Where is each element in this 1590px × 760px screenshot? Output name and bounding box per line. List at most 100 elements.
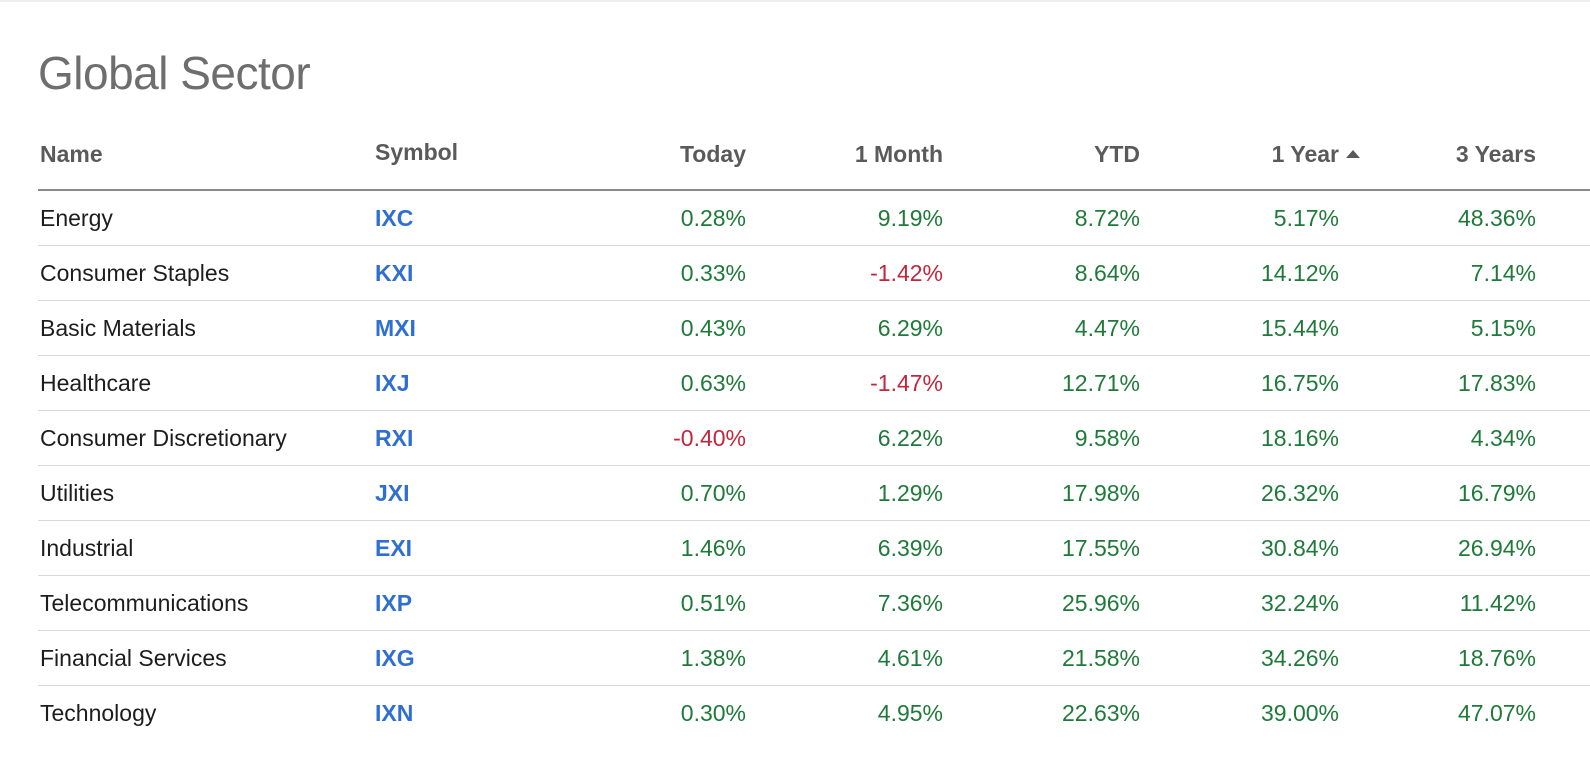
cell-1-month: 9.19% (795, 191, 943, 245)
sector-name: Consumer Discretionary (40, 424, 287, 451)
cell-ytd: 8.64% (992, 246, 1140, 300)
cell-3-years: 11.42% (1386, 576, 1536, 630)
cell-today: 1.46% (598, 521, 746, 575)
symbol-link[interactable]: RXI (375, 424, 414, 451)
sector-name: Technology (40, 699, 157, 726)
column-header-ytd[interactable]: YTD (1094, 141, 1140, 167)
percent-change-value: 9.19% (877, 204, 943, 231)
sector-name: Financial Services (40, 644, 227, 671)
cell-ytd: 4.47% (992, 301, 1140, 355)
cell-symbol: IXG (375, 631, 525, 685)
column-header-1-year-label: 1 Year (1271, 141, 1339, 167)
table-row: Utilities JXI 0.70% 1.29% 17.98% 26.32% 16.79% (38, 466, 1590, 521)
percent-change-value: 0.28% (680, 204, 746, 231)
percent-change-value: 17.55% (1061, 534, 1140, 561)
column-header-name[interactable]: Name (40, 141, 103, 167)
percent-change-value: 32.24% (1260, 589, 1339, 616)
cell-1-year: 18.16% (1189, 411, 1339, 465)
percent-change-value: 0.33% (680, 259, 746, 286)
percent-change-value: 11.42% (1459, 589, 1536, 616)
cell-1-month: 7.36% (795, 576, 943, 630)
cell-3-years: 47.07% (1386, 686, 1536, 740)
percent-change-value: 48.36% (1457, 204, 1536, 231)
column-header-today[interactable]: Today (679, 141, 746, 167)
percent-change-value: 15.44% (1260, 314, 1339, 341)
cell-name: Consumer Staples (40, 246, 360, 300)
percent-change-value: 34.26% (1260, 644, 1339, 671)
cell-ytd: 8.72% (992, 191, 1140, 245)
cell-1-month: -1.42% (795, 246, 943, 300)
column-header-1-year[interactable]: 1 Year (1189, 123, 1360, 186)
percent-change-value: 0.70% (680, 479, 746, 506)
percent-change-value: 1.46% (680, 534, 746, 561)
symbol-link[interactable]: MXI (375, 314, 416, 341)
table-row: Healthcare IXJ 0.63% -1.47% 12.71% 16.75% 17.8… (38, 356, 1590, 411)
cell-name: Financial Services (40, 631, 360, 685)
cell-3-years: 48.36% (1386, 191, 1536, 245)
percent-change-value: 18.16% (1260, 424, 1339, 451)
percent-change-value: 7.36% (877, 589, 943, 616)
percent-change-value: 5.17% (1273, 204, 1339, 231)
symbol-link[interactable]: IXP (375, 589, 413, 616)
cell-symbol: IXC (375, 191, 525, 245)
cell-ytd: 17.98% (992, 466, 1140, 520)
cell-name: Utilities (40, 466, 360, 520)
cell-1-month: 1.29% (795, 466, 943, 520)
table-row: Energy IXC 0.28% 9.19% 8.72% 5.17% 48.36% (38, 191, 1590, 246)
percent-change-value: 0.30% (680, 699, 746, 726)
symbol-link[interactable]: KXI (375, 259, 414, 286)
cell-today: 0.51% (598, 576, 746, 630)
cell-3-years: 17.83% (1386, 356, 1536, 410)
percent-change-value: -1.47% (870, 369, 943, 396)
cell-symbol: IXP (375, 576, 525, 630)
column-header-1-month[interactable]: 1 Month (854, 141, 943, 167)
percent-change-value: 14.12% (1260, 259, 1339, 286)
symbol-link[interactable]: IXC (375, 204, 414, 231)
cell-symbol: KXI (375, 246, 525, 300)
cell-1-month: 4.61% (795, 631, 943, 685)
percent-change-value: 0.51% (680, 589, 746, 616)
sector-name: Consumer Staples (40, 259, 230, 286)
percent-change-value: 47.07% (1457, 699, 1536, 726)
percent-change-value: 8.64% (1074, 259, 1140, 286)
percent-change-value: 4.95% (877, 699, 943, 726)
cell-3-years: 18.76% (1386, 631, 1536, 685)
cell-1-year: 39.00% (1189, 686, 1339, 740)
column-header-3-years[interactable]: 3 Years (1455, 141, 1536, 167)
cell-today: 1.38% (598, 631, 746, 685)
percent-change-value: 26.32% (1260, 479, 1339, 506)
sector-name: Energy (40, 204, 113, 231)
cell-1-year: 32.24% (1189, 576, 1339, 630)
percent-change-value: 0.43% (680, 314, 746, 341)
cell-1-year: 5.17% (1189, 191, 1339, 245)
percent-change-value: 8.72% (1074, 204, 1140, 231)
cell-symbol: MXI (375, 301, 525, 355)
table-row: Telecommunications IXP 0.51% 7.36% 25.96% 32.… (38, 576, 1590, 631)
symbol-link[interactable]: JXI (375, 479, 410, 506)
symbol-link[interactable]: IXN (375, 699, 414, 726)
cell-1-year: 34.26% (1189, 631, 1339, 685)
percent-change-value: 17.98% (1061, 479, 1140, 506)
cell-name: Consumer Discretionary (40, 411, 360, 465)
cell-today: 0.70% (598, 466, 746, 520)
percent-change-value: 16.79% (1457, 479, 1536, 506)
cell-ytd: 17.55% (992, 521, 1140, 575)
cell-today: 0.43% (598, 301, 746, 355)
cell-ytd: 12.71% (992, 356, 1140, 410)
cell-name: Healthcare (40, 356, 360, 410)
cell-1-month: 6.39% (795, 521, 943, 575)
top-divider (0, 0, 1590, 2)
table-row: Technology IXN 0.30% 4.95% 22.63% 39.00% 47.07… (38, 686, 1590, 740)
symbol-link[interactable]: IXJ (375, 369, 410, 396)
percent-change-value: 4.61% (877, 644, 943, 671)
cell-1-year: 14.12% (1189, 246, 1339, 300)
symbol-link[interactable]: EXI (375, 534, 413, 561)
percent-change-value: 39.00% (1260, 699, 1339, 726)
column-header-symbol[interactable]: Symbol (375, 139, 459, 165)
sort-ascending-icon (1346, 149, 1360, 158)
cell-name: Energy (40, 191, 360, 245)
cell-today: 0.28% (598, 191, 746, 245)
symbol-link[interactable]: IXG (375, 644, 415, 671)
percent-change-value: 22.63% (1061, 699, 1140, 726)
